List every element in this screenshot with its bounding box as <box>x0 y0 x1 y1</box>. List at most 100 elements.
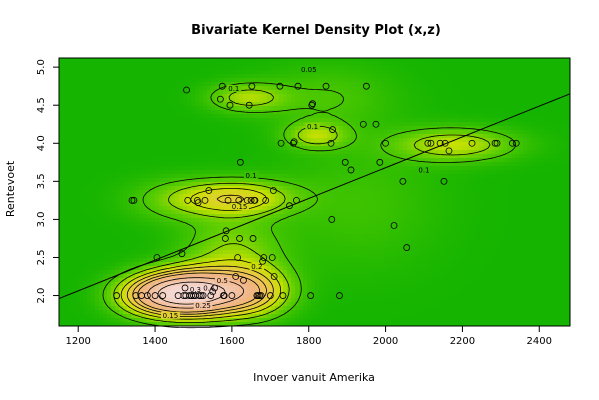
data-point <box>216 95 224 103</box>
data-point <box>376 158 384 166</box>
x-tick-label: 1600 <box>219 336 244 347</box>
data-point <box>251 196 259 204</box>
data-point <box>209 288 217 296</box>
contour-label-bg <box>243 171 259 179</box>
data-point <box>341 158 349 166</box>
data-point <box>427 139 435 147</box>
data-point <box>382 139 389 147</box>
data-point <box>327 139 335 147</box>
data-point <box>153 254 161 261</box>
y-tick-label: 2.5 <box>36 250 47 266</box>
contour-label-bg <box>305 123 320 131</box>
data-point <box>211 284 219 292</box>
y-tick-label: 4.5 <box>36 97 47 113</box>
data-point <box>240 276 247 284</box>
data-point <box>322 82 330 90</box>
data-point <box>188 292 195 299</box>
data-point <box>181 284 189 292</box>
data-point <box>294 82 302 90</box>
x-tick-label: 2400 <box>527 336 552 347</box>
data-point <box>128 196 136 204</box>
data-point <box>222 227 230 235</box>
data-point <box>249 235 257 242</box>
plot-area: 0.05 0.1 0.1 0.1 0.15 0.1 0.2 0.50.40.3 0.25 0.15 <box>58 57 571 329</box>
y-tick-label: 5.0 <box>36 59 47 75</box>
data-point <box>293 196 300 204</box>
data-point <box>262 196 270 204</box>
data-point <box>372 120 380 128</box>
data-point <box>226 101 234 109</box>
contour-label: 0.05 <box>301 66 317 74</box>
contour-label-bg <box>230 202 249 210</box>
contour-label: 0.1 <box>246 172 257 180</box>
data-point <box>205 187 213 194</box>
data-point <box>308 101 316 109</box>
plot-frame <box>58 57 571 327</box>
data-point <box>277 139 285 147</box>
data-point <box>491 139 499 147</box>
contour-label: 0.1 <box>228 85 239 93</box>
contour-label-bg <box>226 84 242 92</box>
data-point <box>234 254 242 261</box>
density-contours <box>102 82 516 329</box>
data-point <box>236 235 243 242</box>
data-point <box>307 292 315 299</box>
y-tick-label: 2.0 <box>36 288 47 304</box>
data-point <box>403 244 411 251</box>
data-point <box>289 139 297 147</box>
contour-label: 0.15 <box>163 312 179 320</box>
contour-label-bg <box>193 301 213 309</box>
y-tick-label: 4.0 <box>36 135 47 151</box>
data-point <box>224 196 232 204</box>
x-axis: 1200 1400 1600 1800 2000 2200 2400 <box>65 326 552 347</box>
data-point <box>184 196 192 204</box>
data-point <box>440 177 448 185</box>
data-point <box>259 257 267 265</box>
y-axis: 2.0 2.5 3.0 3.5 4.0 4.5 5.0 <box>36 59 59 303</box>
data-point <box>424 139 432 147</box>
data-point <box>269 187 277 194</box>
data-point <box>178 250 186 258</box>
data-point <box>290 138 298 146</box>
contour-line <box>137 272 260 313</box>
data-point <box>151 292 159 299</box>
data-point <box>390 222 398 229</box>
data-point <box>257 292 265 299</box>
data-point <box>268 254 276 261</box>
data-point <box>270 273 278 280</box>
contour-line <box>102 82 516 329</box>
data-point <box>159 292 167 299</box>
contour-label-bg <box>188 285 203 293</box>
y-axis-title: Rentevoet <box>4 160 17 217</box>
data-point <box>143 292 151 299</box>
data-point <box>243 196 251 204</box>
data-point <box>248 82 256 90</box>
x-tick-label: 1200 <box>65 336 90 347</box>
data-point <box>328 216 336 223</box>
data-point <box>113 292 121 299</box>
data-point <box>286 202 293 210</box>
contour-label: 0.2 <box>251 263 262 271</box>
data-point <box>347 166 355 174</box>
data-point <box>468 139 476 147</box>
data-point <box>245 101 253 109</box>
data-point <box>197 292 205 299</box>
data-point <box>201 196 209 204</box>
x-tick-label: 2000 <box>373 336 398 347</box>
data-point <box>232 273 240 280</box>
contour-label-bg <box>249 263 265 271</box>
x-axis-title: Invoer vanuit Amerika <box>253 371 375 384</box>
contour-label: 0.5 <box>217 277 228 285</box>
data-point <box>221 235 229 242</box>
data-point <box>183 86 190 94</box>
contour-label-bg <box>201 284 217 292</box>
data-point <box>266 292 274 299</box>
x-tick-label: 2200 <box>450 336 475 347</box>
trend-line <box>59 93 570 300</box>
data-point <box>207 292 215 299</box>
contour-label-bg <box>299 65 319 73</box>
contour-label: 0.1 <box>307 123 318 131</box>
contour-label-bg <box>161 311 180 319</box>
data-point <box>493 139 501 147</box>
